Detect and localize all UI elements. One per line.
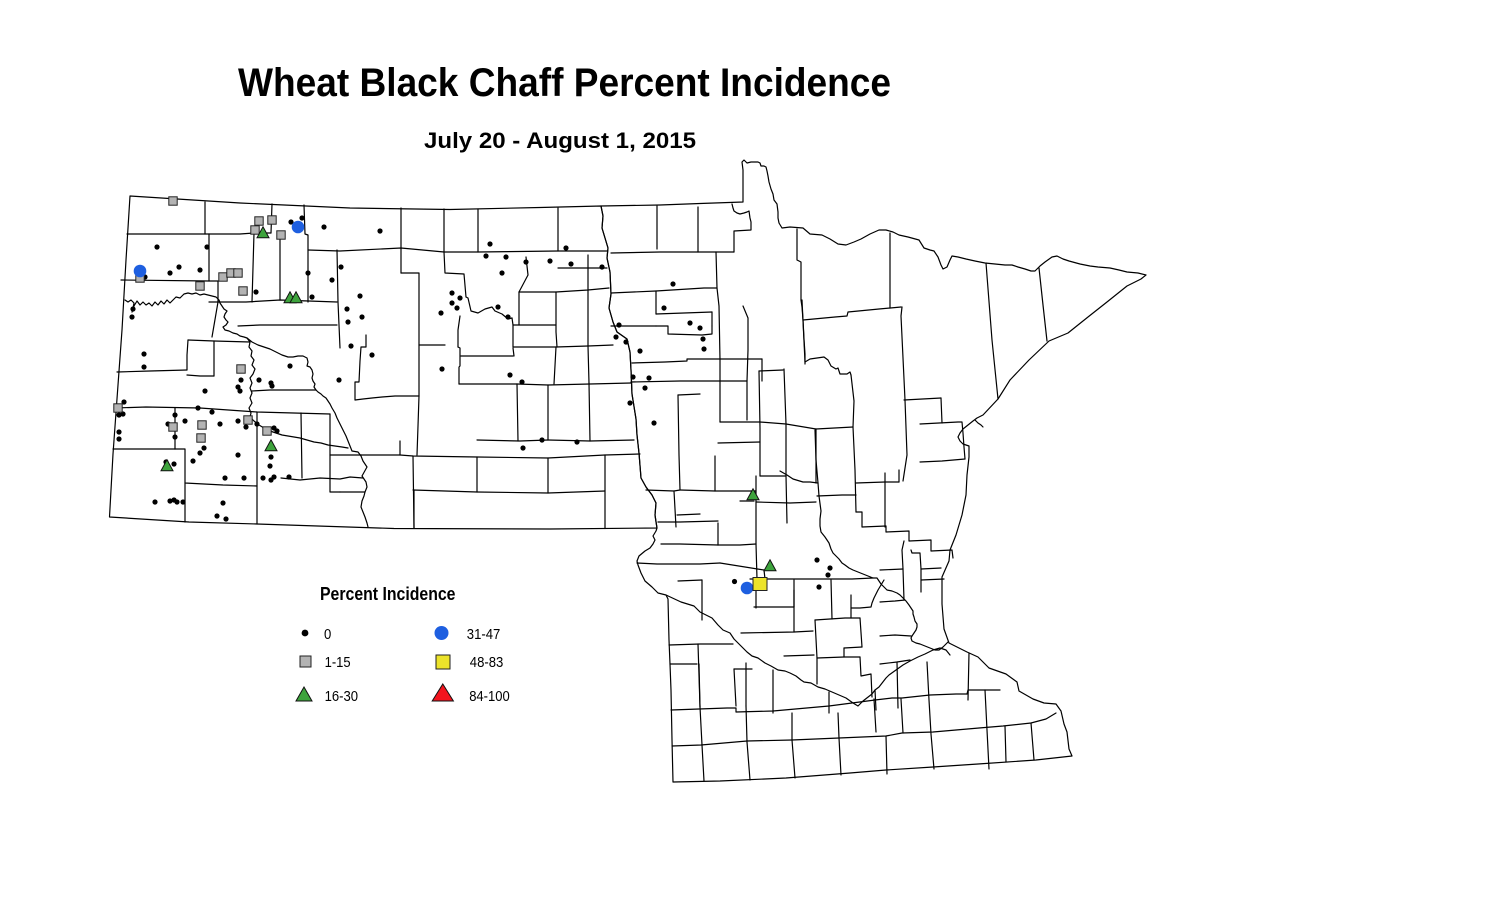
svg-text:1-15: 1-15 — [325, 655, 351, 671]
svg-text:0: 0 — [324, 627, 331, 643]
svg-text:31-47: 31-47 — [467, 627, 501, 643]
svg-text:Wheat Black Chaff Percent Inci: Wheat Black Chaff Percent Incidence — [238, 61, 891, 105]
svg-text:48-83: 48-83 — [470, 655, 504, 671]
svg-text:84-100: 84-100 — [469, 689, 510, 705]
svg-text:July 20 - August 1, 2015: July 20 - August 1, 2015 — [424, 128, 696, 153]
svg-text:16-30: 16-30 — [325, 689, 359, 705]
svg-text:Percent Incidence: Percent Incidence — [320, 584, 456, 604]
